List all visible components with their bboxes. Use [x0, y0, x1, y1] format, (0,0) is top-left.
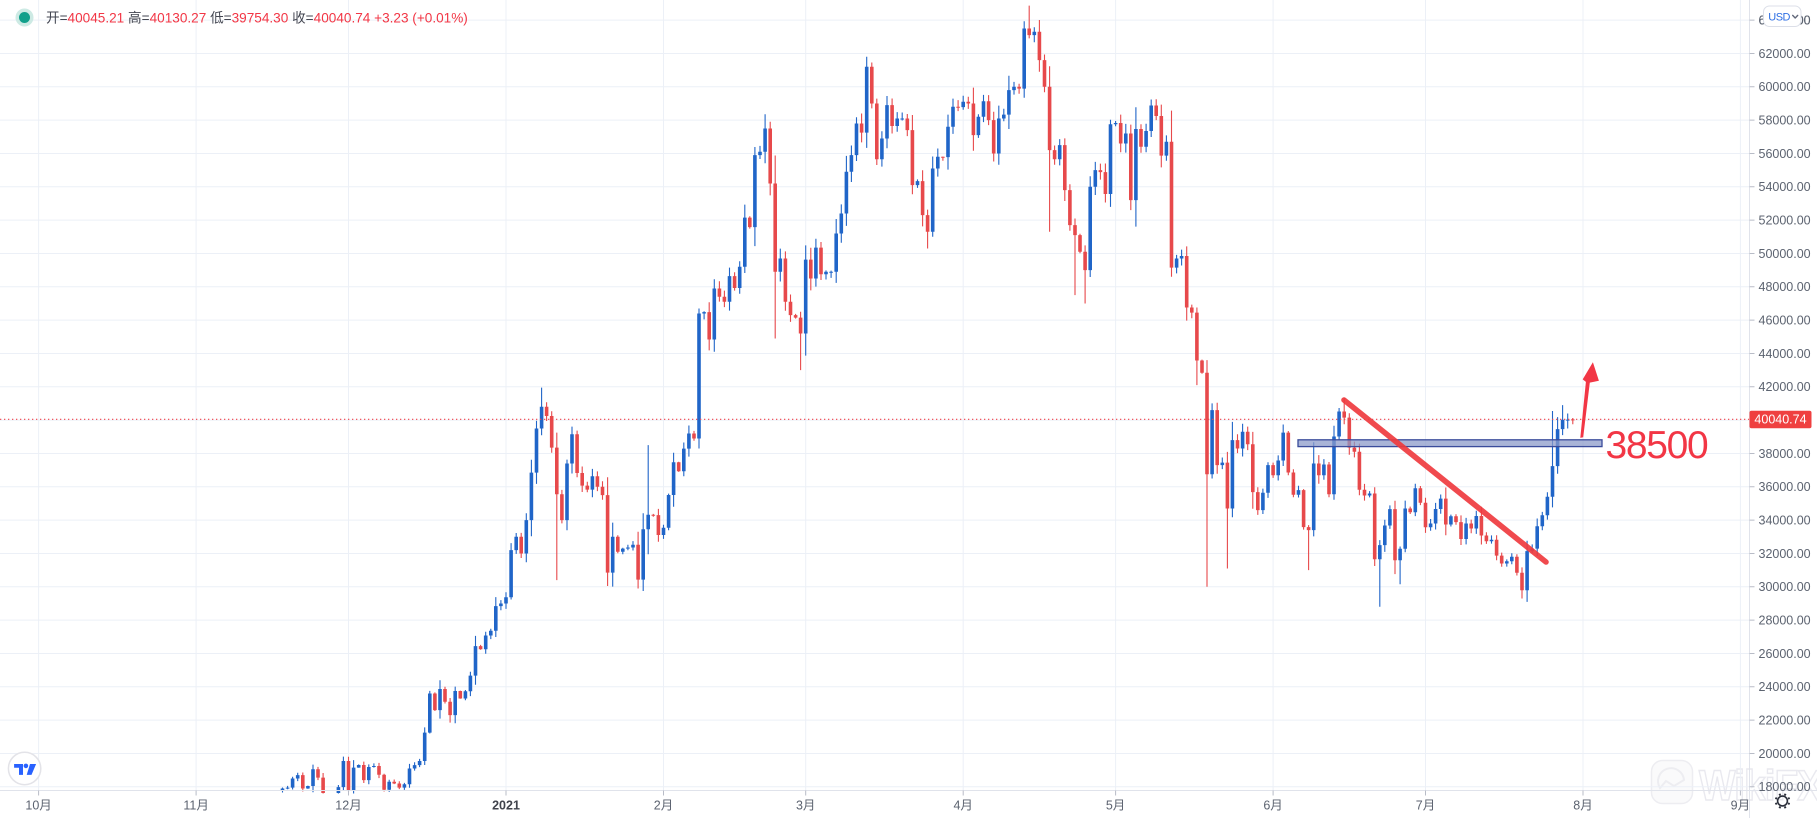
svg-text:52000.00: 52000.00: [1759, 214, 1811, 228]
svg-text:18000.00: 18000.00: [1759, 780, 1811, 794]
svg-text:50000.00: 50000.00: [1759, 247, 1811, 261]
svg-text:36000.00: 36000.00: [1759, 480, 1811, 494]
svg-text:24000.00: 24000.00: [1759, 680, 1811, 694]
svg-text:2021: 2021: [492, 799, 520, 813]
svg-text:58000.00: 58000.00: [1759, 114, 1811, 128]
svg-text:5月: 5月: [1106, 799, 1125, 813]
svg-text:38500: 38500: [1606, 424, 1709, 467]
svg-text:42000.00: 42000.00: [1759, 380, 1811, 394]
svg-text:28000.00: 28000.00: [1759, 614, 1811, 628]
svg-text:56000.00: 56000.00: [1759, 147, 1811, 161]
svg-text:11月: 11月: [183, 799, 208, 813]
svg-text:38000.00: 38000.00: [1759, 447, 1811, 461]
svg-text:12月: 12月: [335, 799, 361, 813]
svg-text:32000.00: 32000.00: [1759, 547, 1811, 561]
svg-text:60000.00: 60000.00: [1759, 80, 1811, 94]
svg-text:USD: USD: [1768, 12, 1790, 24]
svg-text:44000.00: 44000.00: [1759, 347, 1811, 361]
svg-text:54000.00: 54000.00: [1759, 180, 1811, 194]
svg-text:3月: 3月: [796, 799, 815, 813]
svg-text:62000.00: 62000.00: [1759, 47, 1811, 61]
svg-text:46000.00: 46000.00: [1759, 314, 1811, 328]
svg-text:34000.00: 34000.00: [1759, 514, 1811, 528]
svg-text:22000.00: 22000.00: [1759, 714, 1811, 728]
svg-text:WikiFX: WikiFX: [1699, 761, 1817, 809]
svg-text:20000.00: 20000.00: [1759, 747, 1811, 761]
svg-text:开=40045.21 高=40130.27 低=39754.: 开=40045.21 高=40130.27 低=39754.30 收=40040…: [46, 10, 468, 26]
svg-text:40040.74: 40040.74: [1754, 413, 1806, 427]
svg-text:7月: 7月: [1416, 799, 1435, 813]
svg-text:48000.00: 48000.00: [1759, 280, 1811, 294]
svg-text:9月: 9月: [1731, 799, 1750, 813]
svg-text:6月: 6月: [1263, 799, 1282, 813]
svg-text:10月: 10月: [25, 799, 51, 813]
svg-text:4月: 4月: [953, 799, 972, 813]
svg-text:30000.00: 30000.00: [1759, 580, 1811, 594]
svg-text:26000.00: 26000.00: [1759, 647, 1811, 661]
svg-text:2月: 2月: [654, 799, 673, 813]
svg-text:8月: 8月: [1573, 799, 1592, 813]
